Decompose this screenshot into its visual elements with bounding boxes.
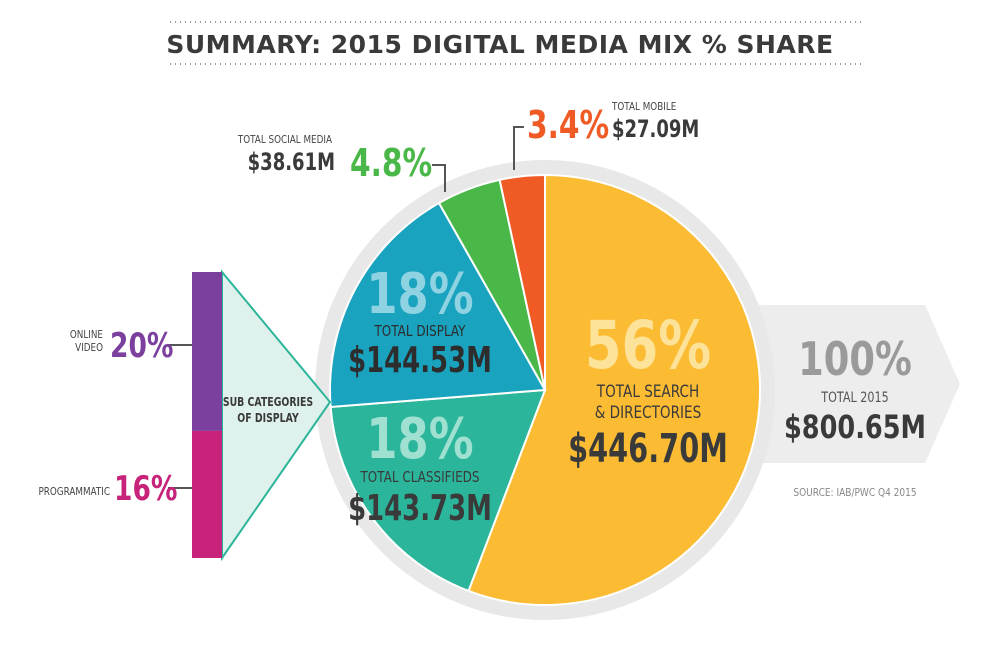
chart-title: SUMMARY: 2015 DIGITAL MEDIA MIX % SHARE bbox=[166, 30, 833, 59]
search-amount: $446.70M bbox=[568, 426, 728, 472]
social-percent: 4.8% bbox=[350, 141, 432, 186]
pie-slice-mobile bbox=[498, 173, 546, 391]
total-percent: 100% bbox=[798, 332, 912, 386]
subcategory-bar-programmatic bbox=[192, 430, 222, 558]
programmatic-name: PROGRAMMATIC bbox=[38, 486, 110, 498]
display-name: TOTAL DISPLAY bbox=[374, 323, 467, 341]
social-leader bbox=[432, 164, 446, 192]
mobile-percent: 3.4% bbox=[527, 103, 609, 148]
pie-slice-display bbox=[329, 201, 547, 409]
classifieds-name: TOTAL CLASSIFIEDS bbox=[360, 469, 480, 487]
subcategory-bar-online-video bbox=[192, 272, 222, 431]
pie bbox=[329, 173, 761, 606]
search-name-line2: & DIRECTORIES bbox=[595, 403, 702, 423]
subcategory-panel: SUB CATEGORIES OF DISPLAY ONLINE VIDEO 2… bbox=[38, 269, 332, 562]
classifieds-amount: $143.73M bbox=[348, 488, 492, 529]
online-video-name-line1: ONLINE bbox=[70, 329, 103, 341]
display-percent: 18% bbox=[366, 261, 473, 326]
classifieds-percent: 18% bbox=[366, 406, 473, 471]
total-amount: $800.65M bbox=[784, 408, 926, 446]
display-amount: $144.53M bbox=[348, 340, 492, 381]
pie-slice-search bbox=[467, 173, 761, 606]
subcategory-label-line2: OF DISPLAY bbox=[237, 411, 299, 425]
total-label: TOTAL 2015 bbox=[820, 389, 888, 406]
mobile-leader bbox=[513, 126, 524, 170]
programmatic-percent: 16% bbox=[114, 470, 177, 509]
total-arrow bbox=[720, 305, 960, 463]
search-name-line1: TOTAL SEARCH bbox=[596, 382, 699, 402]
online-video-name-line2: VIDEO bbox=[75, 342, 103, 354]
subcategory-label-line1: SUB CATEGORIES bbox=[223, 395, 313, 409]
online-video-percent: 20% bbox=[110, 327, 173, 366]
pie-slice-classifieds bbox=[329, 388, 547, 593]
mobile-amount: $27.09M bbox=[612, 116, 699, 144]
source-note: SOURCE: IAB/PWC Q4 2015 bbox=[793, 487, 916, 499]
mobile-name: TOTAL MOBILE bbox=[611, 101, 676, 113]
social-amount: $38.61M bbox=[248, 149, 335, 177]
social-name: TOTAL SOCIAL MEDIA bbox=[237, 134, 332, 146]
search-percent: 56% bbox=[585, 308, 711, 384]
